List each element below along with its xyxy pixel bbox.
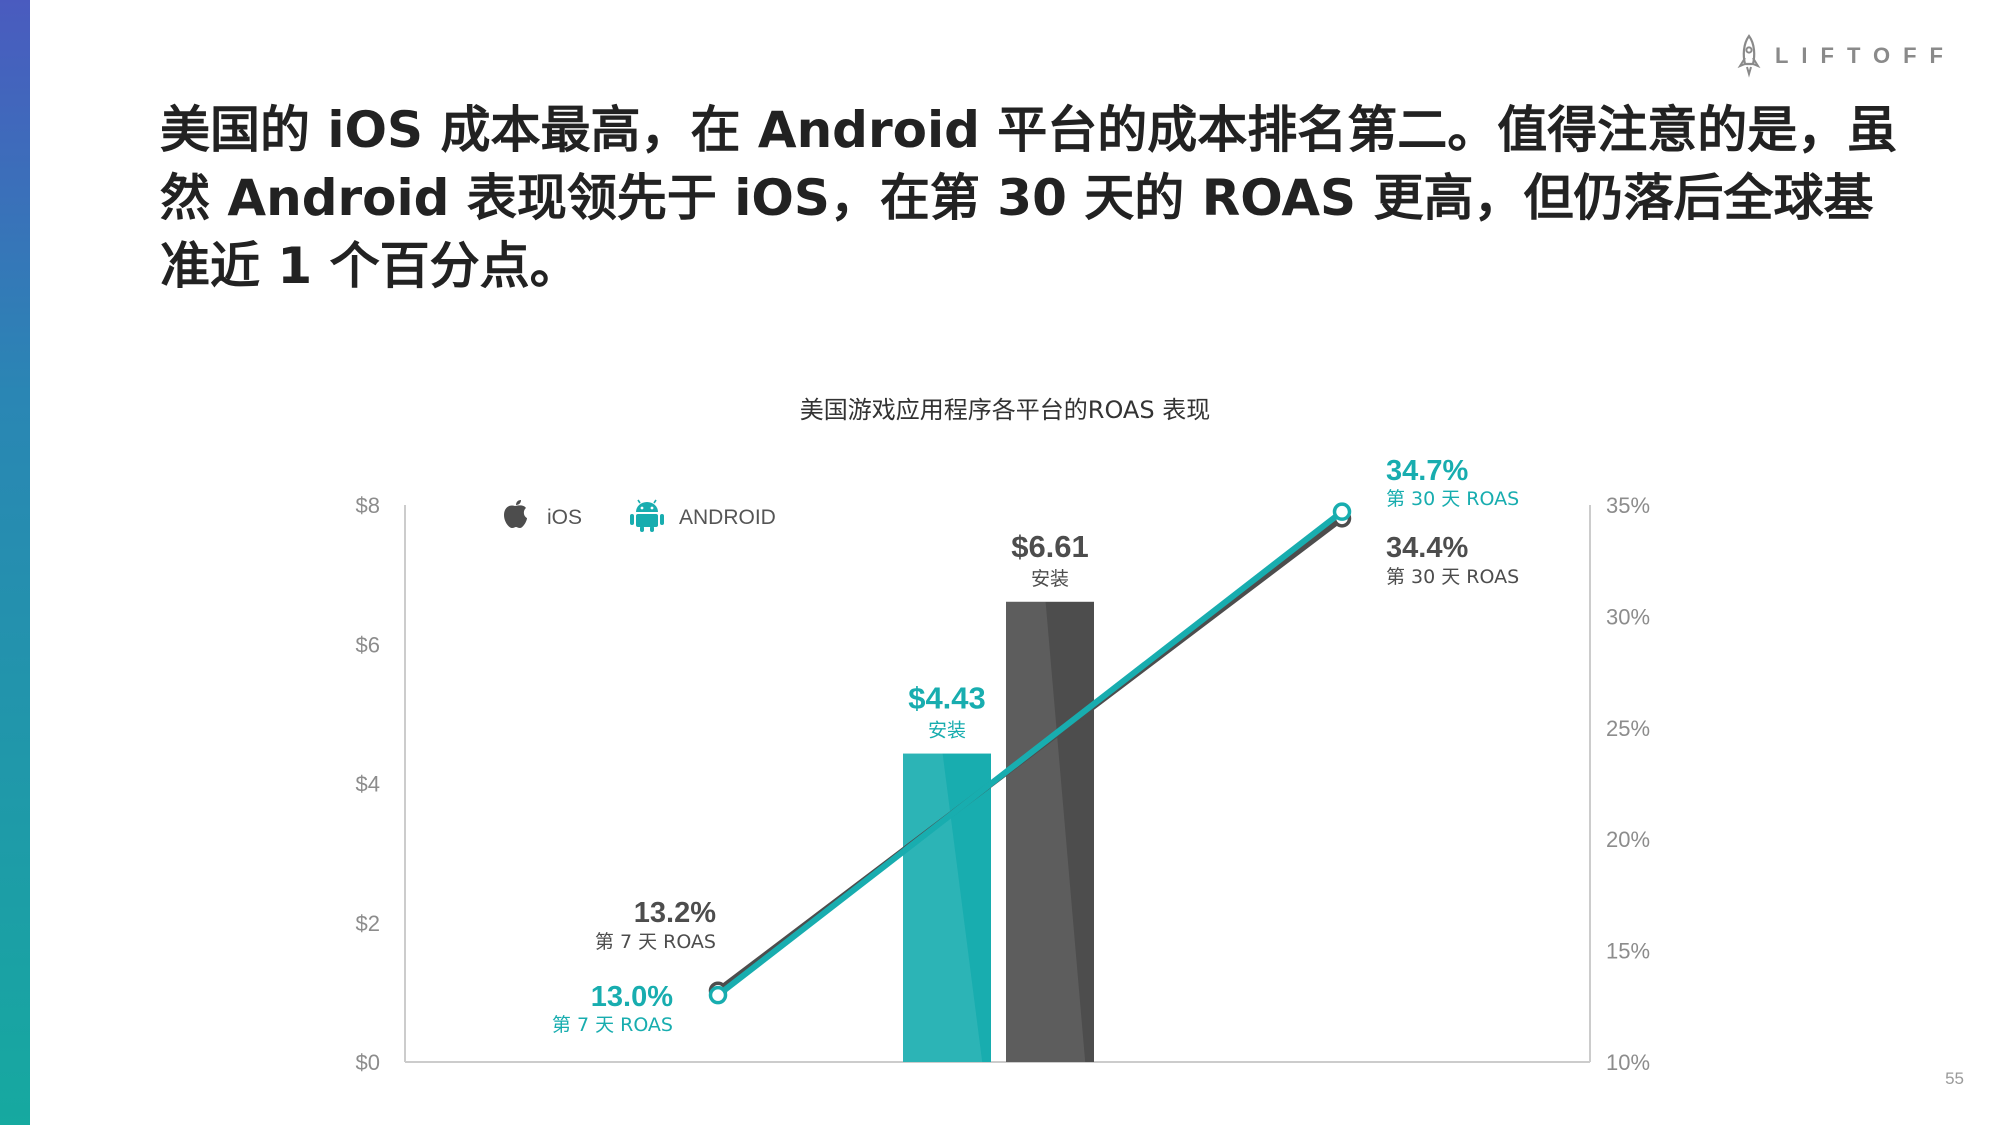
label-d7-value-android: 13.0%	[591, 981, 673, 1013]
label-d30-sub-android: 第 30 天 ROAS	[1386, 488, 1519, 510]
legend-label-android: ANDROID	[679, 506, 776, 529]
android-icon-part	[653, 499, 657, 504]
liftoff-logo: LIFTOFF	[1737, 34, 1956, 78]
android-icon-part	[640, 526, 644, 532]
bar-value-label-ios: $6.61	[1011, 529, 1089, 564]
android-icon-part	[650, 526, 654, 532]
label-d30-value-ios: 34.4%	[1386, 532, 1468, 564]
right-tick-label: 25%	[1606, 716, 1650, 741]
apple-leaf-shape	[516, 500, 521, 505]
right-tick-label: 35%	[1606, 493, 1650, 518]
apple-icon-shape	[504, 505, 527, 528]
android-icon-part	[660, 514, 664, 525]
label-d30-sub-ios: 第 30 天 ROAS	[1386, 566, 1519, 588]
rocket-icon	[1737, 34, 1761, 78]
bar-sheen-android	[903, 753, 983, 1062]
chart-title: 美国游戏应用程序各平台的ROAS 表现	[799, 396, 1211, 424]
bar-sub-label-ios: 安装	[1031, 568, 1069, 590]
label-d7-sub-android: 第 7 天 ROAS	[552, 1014, 673, 1036]
bar-ios	[1006, 601, 1094, 1062]
headline: 美国的 iOS 成本最高，在 Android 平台的成本排名第二。值得注意的是，…	[160, 101, 1898, 295]
bar-value-label-android: $4.43	[908, 681, 986, 716]
android-icon-part	[636, 502, 658, 512]
side-accent-stripe	[0, 0, 30, 1125]
roas-point-d30-android	[1332, 502, 1352, 521]
bar-sub-label-android: 安装	[928, 720, 966, 742]
roas-line-android	[715, 508, 1345, 999]
bar-android	[903, 753, 991, 1062]
android-icon-part	[637, 499, 641, 504]
page-number: 55	[1945, 1069, 1964, 1088]
right-tick-label: 20%	[1606, 827, 1650, 852]
label-d7-sub-ios: 第 7 天 ROAS	[595, 931, 716, 953]
left-tick-label: $0	[356, 1050, 380, 1075]
android-icon-part	[630, 514, 634, 525]
legend-label-ios: iOS	[547, 506, 582, 529]
label-d7-value-ios: 13.2%	[634, 897, 716, 929]
android-icon-part	[640, 506, 644, 510]
left-tick-label: $2	[356, 911, 380, 936]
logo-text: LIFTOFF	[1774, 43, 1956, 68]
android-icon-part	[650, 506, 654, 510]
right-tick-label: 10%	[1606, 1050, 1650, 1075]
apple-icon	[504, 500, 527, 528]
left-tick-label: $6	[356, 632, 380, 657]
bar-sheen-ios	[1006, 601, 1086, 1062]
roas-point-d7-android	[708, 985, 728, 1005]
android-icon-part	[636, 514, 658, 527]
left-tick-label: $8	[356, 493, 380, 518]
android-icon	[630, 499, 664, 532]
right-tick-label: 15%	[1606, 939, 1650, 964]
label-d30-value-android: 34.7%	[1386, 455, 1468, 487]
left-tick-label: $4	[356, 772, 380, 797]
right-tick-label: 30%	[1606, 604, 1650, 629]
